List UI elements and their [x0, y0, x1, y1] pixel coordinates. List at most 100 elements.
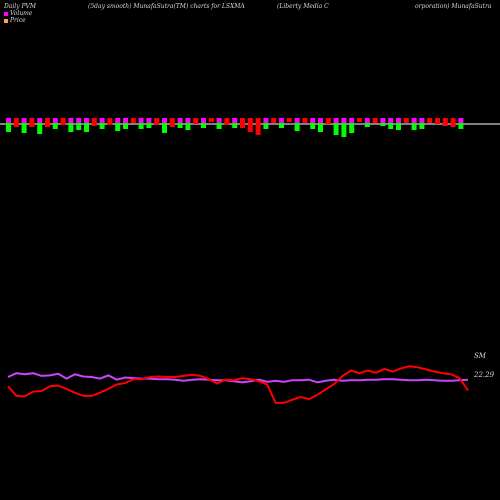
volume-bar: [286, 118, 292, 122]
volume-bar: [193, 118, 199, 124]
price-line: [7, 365, 469, 404]
volume-bar-tip: [37, 118, 43, 123]
volume-bar-tip: [76, 118, 82, 123]
volume-bar-tip: [115, 118, 121, 123]
volume-bar: [185, 123, 191, 130]
volume-bar: [224, 118, 230, 125]
volume-bar-tip: [458, 118, 464, 123]
volume-bar-tip: [162, 118, 167, 123]
legend-price-swatch: [4, 18, 8, 23]
volume-bar-tip: [216, 118, 222, 123]
volume-bar: [232, 123, 238, 128]
volume-bar-tip: [388, 118, 394, 123]
volume-bar: [403, 118, 409, 123]
legend-price-label: Price: [10, 17, 26, 24]
legend-volume-label: Volume: [10, 10, 33, 17]
volume-bar: [13, 118, 19, 127]
volume-bar: [123, 123, 128, 129]
volume-bar: [263, 123, 269, 129]
volume-bar-tip: [52, 118, 58, 123]
volume-bar: [255, 118, 261, 135]
volume-bar: [388, 123, 394, 129]
volume-bar: [201, 123, 206, 128]
volume-bar: [318, 123, 323, 132]
volume-bar-tip: [68, 118, 74, 123]
volume-bar: [442, 118, 448, 126]
volume-bar-tip: [333, 118, 339, 123]
volume-bar: [216, 123, 222, 129]
volume-bar-tip: [349, 118, 355, 123]
volume-bar-tip: [419, 118, 425, 123]
volume-bar: [107, 118, 113, 125]
volume-bar-tip: [364, 118, 370, 123]
volume-bar: [380, 123, 386, 126]
volume-bar-tip: [21, 118, 27, 123]
volume-bar: [76, 123, 82, 130]
volume-bar: [208, 118, 214, 122]
volume-bar-tip: [263, 118, 269, 123]
volume-bar: [333, 123, 339, 135]
volume-bar-tip: [294, 118, 300, 123]
volume-bar: [146, 123, 152, 128]
volume-bar: [247, 118, 253, 132]
volume-bar-tip: [279, 118, 284, 123]
legend-price: Price: [4, 17, 26, 24]
volume-bar: [450, 118, 456, 127]
legend-volume-swatch: [4, 11, 8, 16]
volume-bar: [45, 118, 50, 127]
volume-bar-tip: [84, 118, 89, 123]
volume-bar: [325, 118, 331, 124]
volume-bar-tip: [341, 118, 347, 123]
volume-bar: [427, 118, 433, 123]
legend-volume: Volume: [4, 10, 32, 17]
volume-bar: [60, 118, 66, 125]
volume-bar: [357, 118, 362, 122]
volume-bar: [240, 118, 245, 128]
volume-bar-tip: [396, 118, 401, 123]
volume-bar: [52, 123, 58, 129]
volume-bar: [419, 123, 425, 129]
volume-bar-tip: [380, 118, 386, 123]
volume-bar: [310, 123, 316, 129]
volume-bar-tip: [232, 118, 238, 123]
volume-bar: [349, 123, 355, 133]
volume-bar: [130, 118, 136, 123]
volume-bar-tip: [146, 118, 152, 123]
volume-bar: [21, 123, 27, 133]
volume-bars: [6, 118, 464, 137]
company-name-a: (Liberty Media C: [277, 3, 329, 10]
volume-bar: [294, 123, 300, 131]
volume-tag: SM: [474, 352, 487, 360]
volume-bar: [91, 118, 97, 126]
volume-bar: [115, 123, 121, 131]
volume-bar: [372, 118, 378, 123]
volume-bar-tip: [99, 118, 105, 123]
volume-bar-tip: [177, 118, 183, 123]
volume-bar: [364, 123, 370, 127]
volume-bar: [271, 118, 277, 123]
volume-bar: [396, 123, 401, 130]
volume-bar: [68, 123, 74, 132]
volume-bar: [177, 123, 183, 128]
volume-bar: [458, 123, 464, 129]
volume-bar-tip: [310, 118, 316, 123]
volume-bar-tip: [6, 118, 11, 123]
volume-bar-tip: [318, 118, 323, 123]
volume-bar: [169, 118, 175, 127]
volume-bar: [435, 118, 440, 124]
volume-bar: [138, 123, 144, 129]
company-name-b: orporation) MunafaSutra: [415, 3, 492, 10]
volume-bar: [341, 123, 347, 137]
volume-bar: [411, 123, 417, 130]
volume-bar: [302, 118, 308, 123]
volume-bar-tip: [411, 118, 417, 123]
volume-bar: [6, 123, 11, 132]
volume-bar: [279, 123, 284, 128]
chart-label-left: Daily PVM: [4, 3, 37, 10]
volume-bar: [99, 123, 105, 129]
last-price-label: 22.29: [473, 371, 495, 379]
volume-bar: [154, 118, 160, 125]
volume-bar: [37, 123, 43, 134]
